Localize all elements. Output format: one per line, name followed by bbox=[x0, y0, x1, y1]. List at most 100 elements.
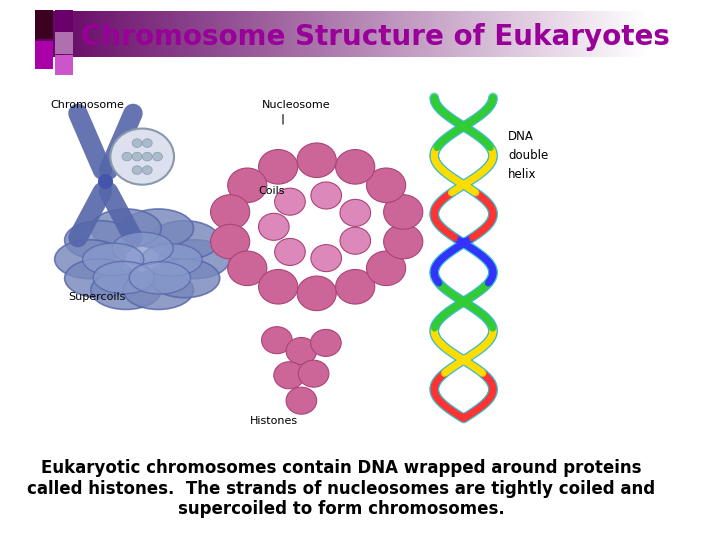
Bar bbox=[264, 11, 266, 57]
Bar bbox=[623, 11, 625, 57]
Bar bbox=[631, 11, 633, 57]
Bar bbox=[307, 11, 308, 57]
Circle shape bbox=[132, 166, 142, 174]
Circle shape bbox=[143, 166, 152, 174]
Bar bbox=[219, 11, 221, 57]
Bar bbox=[114, 11, 117, 57]
Bar bbox=[533, 11, 535, 57]
Bar bbox=[176, 11, 178, 57]
Bar bbox=[439, 11, 441, 57]
Circle shape bbox=[143, 139, 152, 147]
Bar bbox=[180, 11, 182, 57]
Bar bbox=[184, 11, 186, 57]
Bar bbox=[319, 11, 321, 57]
Bar bbox=[427, 11, 429, 57]
Bar bbox=[506, 11, 508, 57]
Bar bbox=[588, 11, 590, 57]
Bar bbox=[104, 11, 107, 57]
Bar bbox=[425, 11, 427, 57]
Bar bbox=[204, 11, 207, 57]
Ellipse shape bbox=[149, 259, 220, 298]
Bar bbox=[402, 11, 405, 57]
Circle shape bbox=[274, 362, 305, 389]
Ellipse shape bbox=[123, 271, 194, 309]
Bar bbox=[225, 11, 227, 57]
Bar bbox=[197, 11, 198, 57]
Bar bbox=[286, 11, 288, 57]
Bar bbox=[78, 11, 80, 57]
Bar bbox=[241, 11, 243, 57]
Ellipse shape bbox=[123, 209, 194, 248]
Bar bbox=[237, 11, 239, 57]
Bar bbox=[376, 11, 378, 57]
Circle shape bbox=[258, 150, 298, 184]
Bar bbox=[392, 11, 395, 57]
Bar bbox=[151, 11, 153, 57]
Circle shape bbox=[132, 139, 142, 147]
Bar bbox=[554, 11, 555, 57]
Bar bbox=[380, 11, 382, 57]
Circle shape bbox=[298, 360, 329, 387]
Bar bbox=[170, 11, 172, 57]
Bar bbox=[621, 11, 623, 57]
Bar bbox=[149, 11, 151, 57]
Bar bbox=[341, 11, 343, 57]
Bar bbox=[454, 11, 456, 57]
Bar bbox=[274, 11, 276, 57]
Bar bbox=[215, 11, 217, 57]
Ellipse shape bbox=[91, 271, 161, 309]
Bar bbox=[586, 11, 588, 57]
Bar bbox=[559, 11, 562, 57]
Bar bbox=[323, 11, 325, 57]
Bar bbox=[492, 11, 494, 57]
Bar bbox=[266, 11, 268, 57]
Bar bbox=[600, 11, 603, 57]
Bar bbox=[613, 11, 615, 57]
Bar bbox=[469, 11, 472, 57]
Bar bbox=[109, 11, 111, 57]
Bar bbox=[405, 11, 407, 57]
Bar bbox=[472, 11, 474, 57]
Circle shape bbox=[110, 129, 174, 185]
Bar bbox=[535, 11, 537, 57]
Bar bbox=[100, 11, 102, 57]
Ellipse shape bbox=[83, 243, 144, 275]
Bar bbox=[349, 11, 351, 57]
Bar bbox=[141, 11, 143, 57]
Bar bbox=[80, 11, 82, 57]
Bar bbox=[433, 11, 435, 57]
Bar bbox=[445, 11, 447, 57]
Bar bbox=[419, 11, 420, 57]
Bar bbox=[302, 11, 305, 57]
Bar bbox=[462, 11, 464, 57]
Bar bbox=[494, 11, 496, 57]
Bar bbox=[584, 11, 586, 57]
Bar bbox=[457, 11, 459, 57]
Bar bbox=[527, 11, 529, 57]
Bar bbox=[420, 11, 423, 57]
Bar bbox=[333, 11, 335, 57]
Bar bbox=[503, 11, 505, 57]
Bar bbox=[327, 11, 329, 57]
Bar bbox=[643, 11, 645, 57]
Bar bbox=[606, 11, 608, 57]
Bar bbox=[212, 11, 215, 57]
Bar bbox=[413, 11, 415, 57]
Bar bbox=[466, 11, 468, 57]
Bar bbox=[549, 11, 552, 57]
Bar bbox=[305, 11, 307, 57]
Bar bbox=[39, 11, 41, 57]
Bar bbox=[188, 11, 190, 57]
Bar bbox=[580, 11, 582, 57]
Bar bbox=[268, 11, 270, 57]
Bar bbox=[239, 11, 241, 57]
Bar bbox=[635, 11, 637, 57]
Bar bbox=[243, 11, 246, 57]
Bar bbox=[615, 11, 616, 57]
Circle shape bbox=[258, 269, 298, 304]
Bar bbox=[94, 11, 96, 57]
Bar bbox=[408, 11, 410, 57]
Bar bbox=[539, 11, 541, 57]
Bar bbox=[121, 11, 123, 57]
Bar bbox=[288, 11, 290, 57]
